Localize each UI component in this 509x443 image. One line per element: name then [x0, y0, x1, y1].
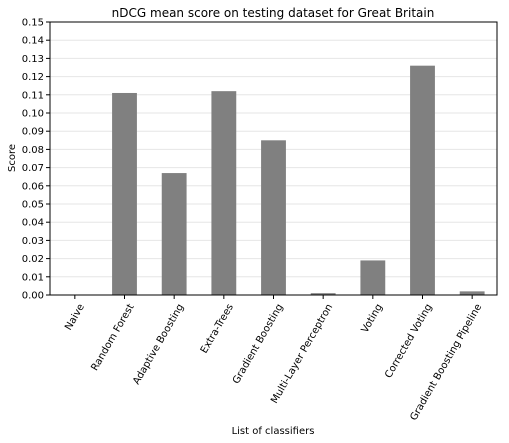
bars [112, 65, 485, 296]
bar [310, 293, 336, 295]
y-tick-label: 0.12 [22, 72, 44, 83]
y-tick-label: 0.03 [22, 236, 44, 247]
y-tick-label: 0.09 [22, 127, 44, 138]
y-tick-label: 0.10 [22, 109, 44, 120]
y-tick-label: 0.05 [22, 200, 44, 211]
bar [261, 140, 286, 295]
plot-frame [49, 21, 498, 296]
y-tick-label: 0.14 [22, 36, 44, 47]
y-tick-label: 0.13 [22, 54, 44, 65]
y-tick-label: 0.07 [22, 163, 44, 174]
y-tick-label: 0.11 [22, 90, 44, 101]
bar [410, 65, 435, 296]
chart-title: nDCG mean score on testing dataset for G… [112, 6, 435, 20]
bar [161, 173, 187, 295]
bar [112, 92, 137, 295]
y-axis-title: Score [7, 144, 18, 172]
y-tick-label: 0.15 [22, 18, 44, 29]
bar [211, 91, 237, 295]
y-tick-label: 0.04 [22, 218, 44, 229]
y-tick-label: 0.02 [22, 254, 44, 265]
x-axis-title: List of classifiers [232, 426, 315, 437]
y-tick-label: 0.06 [22, 181, 44, 192]
bar [360, 260, 386, 295]
bar [459, 291, 485, 295]
y-tick-label: 0.01 [22, 272, 44, 283]
y-tick-label: 0.08 [22, 145, 44, 156]
y-tick-label: 0.00 [22, 291, 44, 302]
